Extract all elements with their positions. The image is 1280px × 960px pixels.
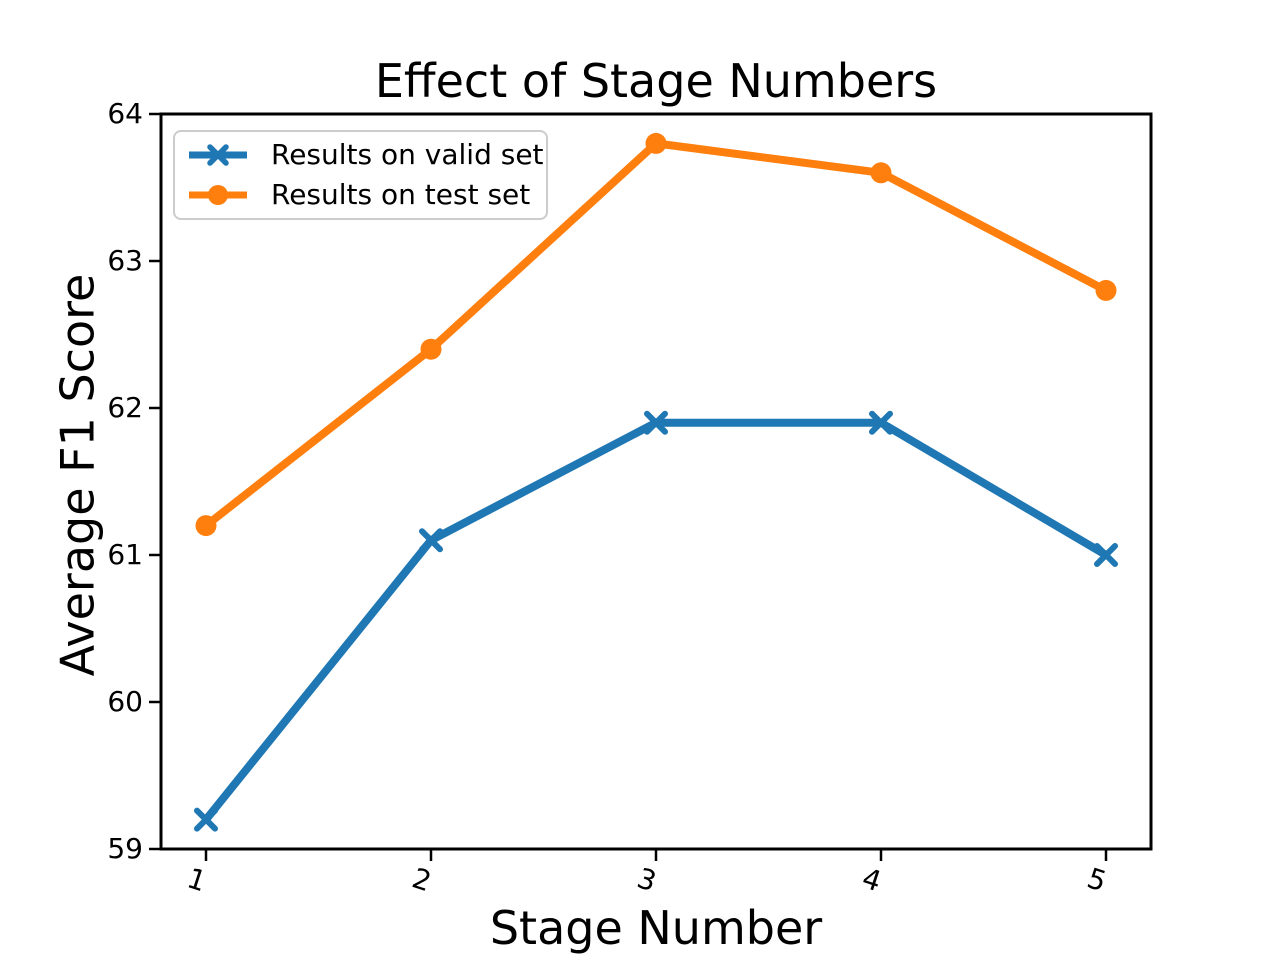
plot-border <box>159 112 1153 851</box>
series-line <box>202 418 1110 824</box>
legend-sample-marker <box>207 144 229 166</box>
legend-sample-marker <box>208 185 228 205</box>
legend-item-valid-set: Results on valid set <box>187 135 544 175</box>
data-point-marker <box>419 528 443 553</box>
data-point-marker <box>420 338 442 360</box>
y-tick-label: 61 <box>107 538 143 571</box>
y-tick-label: 60 <box>107 685 143 718</box>
legend-label: Results on test set <box>271 178 531 211</box>
y-tick-label: 63 <box>107 244 143 277</box>
y-axis-label: Average F1 Score <box>50 273 105 677</box>
legend: Results on valid set Results on test set <box>173 130 548 220</box>
data-point-marker <box>1095 279 1117 301</box>
y-tick-label: 62 <box>107 391 143 424</box>
legend-label: Results on valid set <box>271 138 544 171</box>
chart-title: Effect of Stage Numbers <box>374 54 938 108</box>
data-point-marker <box>869 410 893 435</box>
legend-item-test-set: Results on test set <box>187 175 534 215</box>
y-tick-label: 64 <box>107 97 143 130</box>
legend-line-sample-valid <box>189 144 247 166</box>
data-point-marker <box>870 162 892 184</box>
legend-line-sample-test <box>189 185 247 205</box>
data-point-marker <box>194 807 218 832</box>
data-point-marker <box>1094 543 1118 567</box>
data-point-marker <box>644 410 668 435</box>
data-point-marker <box>645 132 667 154</box>
data-point-marker <box>195 515 217 537</box>
y-tick-label: 59 <box>107 832 143 865</box>
x-axis-label: Stage Number <box>489 901 823 955</box>
